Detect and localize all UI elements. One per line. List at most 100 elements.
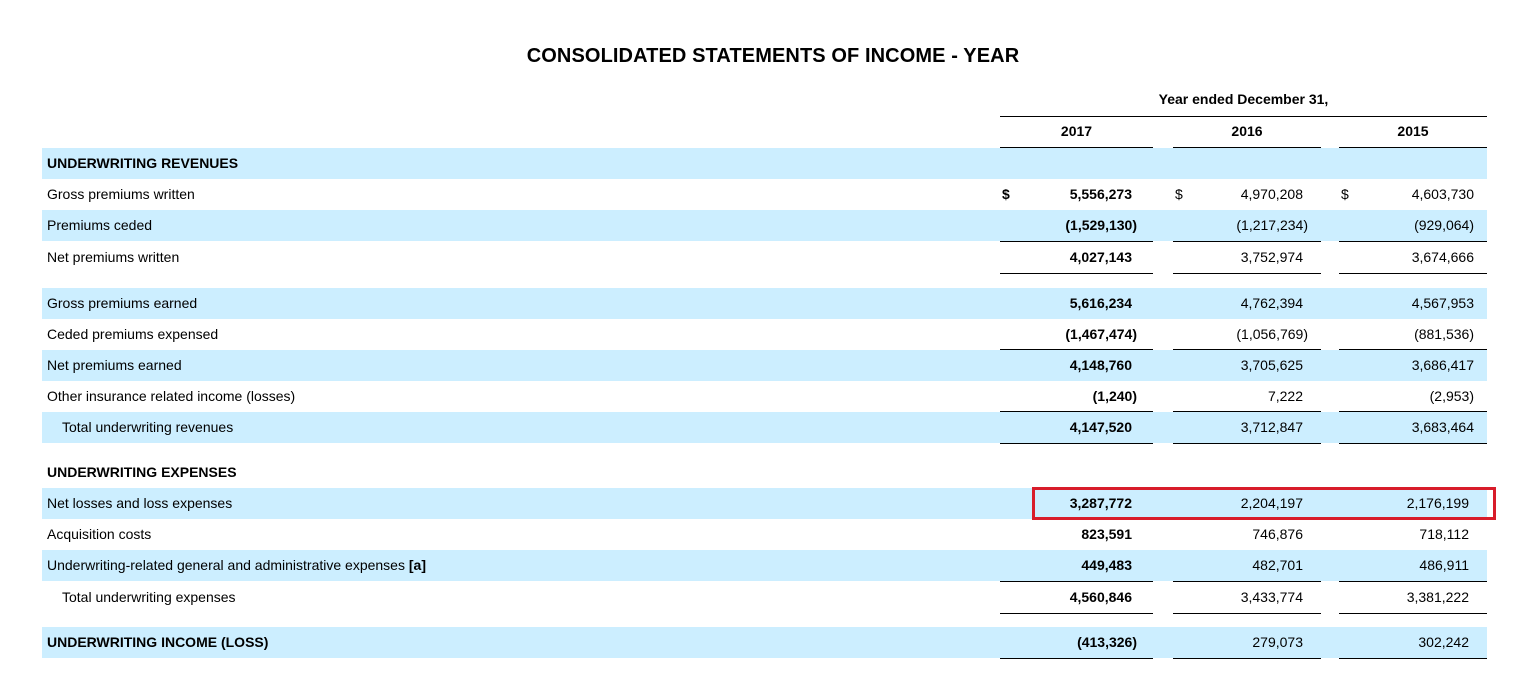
subtotal-line (1000, 349, 1153, 350)
row-underwriting-income-loss: UNDERWRITING INCOME (LOSS) (413,326) 279… (42, 627, 1487, 658)
value-2017: 4,027,143 (1069, 249, 1132, 265)
statement-title: CONSOLIDATED STATEMENTS OF INCOME - YEAR (526, 45, 1020, 67)
value-2016: 279,073 (1252, 634, 1303, 650)
value-2015: 302,242 (1418, 634, 1469, 650)
value-2016: 4,762,394 (1240, 295, 1303, 311)
subtotal-line (1000, 581, 1153, 582)
subtotal-line (1173, 581, 1321, 582)
footnote-marker[interactable]: [a] (408, 557, 426, 573)
value-2017: 4,147,520 (1069, 419, 1132, 435)
period-underline (1000, 116, 1487, 117)
value-2015: (881,536) (1414, 326, 1474, 342)
value-2016: 3,433,774 (1240, 589, 1303, 605)
year-underline-2017 (1000, 147, 1153, 148)
row-acquisition-costs: Acquisition costs 823,591 746,876 718,11… (42, 519, 1487, 550)
row-net-premiums-written: Net premiums written 4,027,143 3,752,974… (42, 242, 1487, 273)
row-net-losses-and-loss-expenses: Net losses and loss expenses 3,287,772 2… (42, 488, 1487, 519)
total-line (1173, 613, 1321, 614)
final-total-line (1339, 658, 1487, 659)
value-2017: (1,240) (1092, 388, 1137, 404)
value-2017: (1,529,130) (1065, 217, 1137, 233)
value-2016: 3,752,974 (1240, 249, 1303, 265)
value-2015: (2,953) (1429, 388, 1474, 404)
value-2017: (1,467,474) (1065, 326, 1137, 342)
row-label: Gross premiums written (47, 186, 195, 202)
total-line (1339, 443, 1487, 444)
highlight-box (1032, 487, 1496, 520)
value-2015: 3,674,666 (1411, 249, 1474, 265)
section-header-underwriting-revenues: UNDERWRITING REVENUES (42, 148, 1487, 179)
row-label: Other insurance related income (losses) (47, 388, 296, 404)
row-label: Net losses and loss expenses (47, 495, 233, 511)
row-gross-premiums-earned: Gross premiums earned 5,616,234 4,762,39… (42, 288, 1487, 319)
currency-symbol-2015: $ (1341, 186, 1349, 202)
value-2016: 7,222 (1267, 388, 1303, 404)
row-underwriting-ga-expenses: Underwriting-related general and adminis… (42, 550, 1487, 581)
year-header-2016: 2016 (1231, 123, 1263, 139)
period-header: Year ended December 31, (1158, 91, 1329, 107)
value-2016: (1,056,769) (1236, 326, 1308, 342)
row-label: Premiums ceded (47, 217, 153, 233)
row-label: Total underwriting revenues (62, 419, 234, 435)
year-header-2015: 2015 (1397, 123, 1429, 139)
total-line (1173, 443, 1321, 444)
subtotal-line (1173, 241, 1321, 242)
final-total-line (1000, 658, 1153, 659)
subtotal-line (1339, 241, 1487, 242)
value-2015: 718,112 (1419, 526, 1469, 542)
total-line (1000, 613, 1153, 614)
value-2017: 3,287,772 (1069, 495, 1132, 511)
subtotal-line (1339, 581, 1487, 582)
value-2016: 3,712,847 (1240, 419, 1303, 435)
value-2017: 449,483 (1081, 557, 1132, 573)
currency-symbol-2017: $ (1002, 186, 1010, 202)
value-2016: 4,970,208 (1240, 186, 1303, 202)
value-2017: 5,556,273 (1069, 186, 1132, 202)
value-2017: 4,148,760 (1069, 357, 1132, 373)
year-underline-2015 (1339, 147, 1487, 148)
value-2015: 4,603,730 (1411, 186, 1474, 202)
row-label: Underwriting-related general and adminis… (47, 557, 426, 573)
subtotal-line (1173, 411, 1321, 412)
row-label: UNDERWRITING REVENUES (47, 155, 239, 171)
value-2016: (1,217,234) (1236, 217, 1308, 233)
value-2015: 3,381,222 (1406, 589, 1469, 605)
value-2016: 482,701 (1252, 557, 1303, 573)
total-line (1000, 443, 1153, 444)
value-2015: 4,567,953 (1411, 295, 1474, 311)
value-2015: 3,686,417 (1411, 357, 1474, 373)
final-total-line (1173, 658, 1321, 659)
currency-symbol-2016: $ (1175, 186, 1183, 202)
value-2015: 2,176,199 (1406, 495, 1469, 511)
subtotal-line (1173, 349, 1321, 350)
value-2017: 4,560,846 (1069, 589, 1132, 605)
value-2015: 3,683,464 (1411, 419, 1474, 435)
value-2016: 3,705,625 (1240, 357, 1303, 373)
row-gross-premiums-written: Gross premiums written $ 5,556,273 $ 4,9… (42, 179, 1487, 210)
value-2017: 5,616,234 (1069, 295, 1132, 311)
subtotal-line (1339, 349, 1487, 350)
row-label: Net premiums earned (47, 357, 182, 373)
year-header-2017: 2017 (1060, 123, 1093, 139)
row-ceded-premiums-expensed: Ceded premiums expensed (1,467,474) (1,0… (42, 319, 1487, 350)
subtotal-line (1339, 411, 1487, 412)
subtotal-line (1000, 273, 1153, 274)
row-total-underwriting-expenses: Total underwriting expenses 4,560,846 3,… (42, 582, 1487, 613)
subtotal-line (1339, 273, 1487, 274)
row-premiums-ceded: Premiums ceded (1,529,130) (1,217,234) (… (42, 210, 1487, 241)
row-other-insurance-income: Other insurance related income (losses) … (42, 381, 1487, 412)
row-label: UNDERWRITING INCOME (LOSS) (47, 634, 269, 650)
value-2016: 2,204,197 (1240, 495, 1303, 511)
year-underline-2016 (1173, 147, 1321, 148)
row-label: Ceded premiums expensed (47, 326, 219, 342)
row-net-premiums-earned: Net premiums earned 4,148,760 3,705,625 … (42, 350, 1487, 381)
row-label: Gross premiums earned (47, 295, 198, 311)
row-label: Net premiums written (47, 249, 180, 265)
total-line (1339, 613, 1487, 614)
row-label: Acquisition costs (47, 526, 152, 542)
row-label: Total underwriting expenses (62, 589, 236, 605)
subtotal-line (1000, 241, 1153, 242)
row-total-underwriting-revenues: Total underwriting revenues 4,147,520 3,… (42, 412, 1487, 443)
section-header-underwriting-expenses: UNDERWRITING EXPENSES (42, 457, 1487, 488)
subtotal-line (1000, 411, 1153, 412)
